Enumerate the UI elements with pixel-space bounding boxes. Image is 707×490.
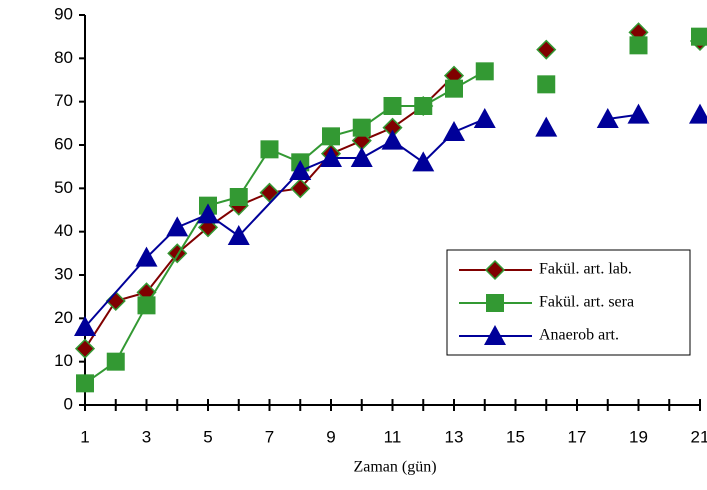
marker: [137, 296, 156, 315]
marker: [412, 151, 435, 172]
marker: [381, 129, 404, 150]
marker: [260, 140, 279, 159]
y-tick-label: 30: [54, 264, 73, 283]
marker: [535, 116, 558, 137]
marker: [350, 147, 373, 167]
y-tick-label: 50: [54, 178, 73, 197]
marker: [105, 290, 126, 312]
marker: [322, 127, 340, 146]
x-tick-label: 21: [691, 427, 707, 446]
legend-marker: [486, 294, 504, 312]
marker: [627, 103, 650, 124]
marker: [691, 27, 707, 46]
marker: [320, 147, 342, 167]
marker: [166, 216, 189, 237]
marker: [229, 188, 248, 206]
x-tick-label: 17: [568, 427, 587, 446]
y-tick-label: 80: [54, 48, 73, 67]
marker: [197, 203, 219, 224]
x-tick-label: 15: [506, 427, 525, 446]
x-tick-label: 19: [629, 427, 648, 446]
marker: [414, 97, 433, 115]
marker: [689, 103, 707, 124]
marker: [227, 225, 250, 245]
marker: [629, 36, 648, 55]
y-tick-label: 10: [54, 351, 73, 370]
marker: [596, 108, 619, 128]
marker: [76, 374, 94, 393]
x-tick-label: 13: [445, 427, 464, 446]
legend-label: Fakül. art. lab.: [539, 261, 632, 278]
marker: [259, 182, 280, 203]
marker: [106, 352, 125, 371]
x-axis-label: Zaman (gün): [353, 459, 436, 476]
y-tick-label: 60: [54, 134, 73, 153]
x-tick-label: 3: [142, 427, 151, 446]
y-tick-label: 90: [54, 4, 73, 23]
x-tick-label: 5: [203, 427, 212, 446]
legend-marker: [484, 259, 506, 281]
x-tick-label: 7: [265, 427, 274, 446]
y-tick-label: 0: [64, 394, 73, 413]
marker: [473, 108, 496, 128]
marker: [475, 62, 494, 81]
marker: [352, 118, 371, 137]
legend-label: Fakül. art. sera: [539, 294, 634, 311]
legend-marker: [484, 325, 506, 345]
x-tick-label: 11: [384, 427, 402, 446]
marker: [537, 75, 556, 94]
y-tick-label: 20: [54, 308, 73, 327]
marker: [536, 39, 557, 60]
marker: [74, 338, 96, 359]
x-tick-label: 9: [326, 427, 335, 446]
marker: [289, 160, 312, 180]
legend-label: Anaerob art.: [539, 327, 619, 344]
x-tick-label: 1: [80, 427, 89, 446]
marker: [383, 97, 402, 115]
marker: [135, 246, 158, 267]
marker: [443, 121, 465, 141]
y-tick-label: 40: [54, 221, 73, 240]
marker: [290, 178, 311, 199]
marker: [445, 79, 463, 98]
marker: [74, 316, 96, 336]
y-tick-label: 70: [54, 91, 73, 110]
